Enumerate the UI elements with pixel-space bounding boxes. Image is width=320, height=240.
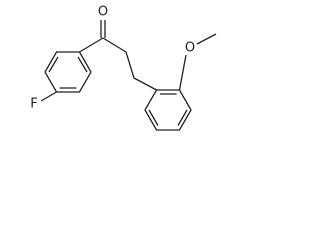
methoxyphenyl-ring <box>144 89 192 131</box>
ring-double-bond <box>177 109 188 126</box>
fluorophenyl-ring <box>44 51 92 93</box>
c-f-bond <box>40 91 57 102</box>
c-o-bond <box>178 54 187 91</box>
ring-double-bond <box>148 109 159 126</box>
ring-double-bond <box>48 56 59 73</box>
bonds <box>40 19 217 131</box>
atom-label: O <box>98 5 108 20</box>
atom-label: F <box>30 97 37 112</box>
structure-diagram: O F O <box>30 4 217 131</box>
bond <box>79 37 104 53</box>
atom-label: O <box>185 41 195 56</box>
label-backdrop <box>96 4 110 20</box>
ring-double-bond <box>77 56 88 73</box>
propyl-chain <box>102 37 157 91</box>
o-ch3-bond <box>196 33 217 45</box>
